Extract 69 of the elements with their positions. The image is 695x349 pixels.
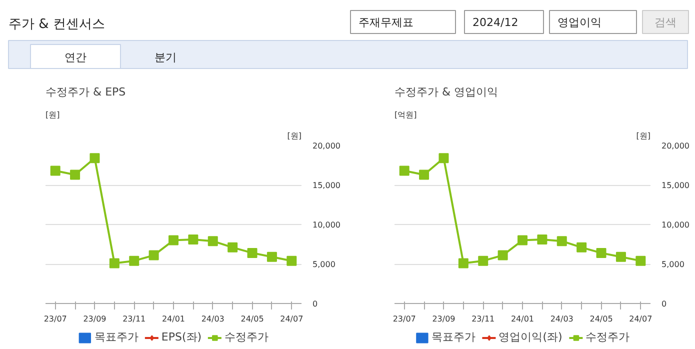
point [537,234,548,245]
x-tick-label: 23/11 [122,314,146,324]
x-tick-label: 23/07 [392,314,416,324]
y2-tick-label: 20,000 [662,142,690,150]
x-tick-label: 23/11 [472,314,495,324]
point [168,235,178,246]
chart-title: 수정주가 & 영업이익 [394,86,498,98]
point [70,170,80,180]
point [419,170,430,180]
point [399,166,410,176]
text: 연간 [64,51,86,64]
x-tick-label: 24/05 [240,314,264,324]
x-tick-label: 24/07 [629,314,652,324]
x-tick-label: 23/09 [432,314,456,324]
chart-title: 수정주가 & EPS [46,86,126,98]
y-axis-title: [원] [46,110,60,120]
point [266,252,277,262]
text: 2024/12 [472,16,518,29]
legend-label: 수정주가 [585,330,630,344]
point [596,248,606,258]
y2-axis-title: [원] [636,132,651,140]
point [228,242,238,252]
point [50,166,60,176]
x-tick-label: 24/03 [201,314,224,324]
y2-tick-label: 15,000 [312,181,340,190]
text: 주재무제표 [358,16,414,29]
point [556,236,567,246]
x-tick-label: 24/05 [590,314,613,324]
legend-label: 목표주가 [94,330,138,344]
legend-label: 목표주가 [432,330,476,344]
x-tick-label: 23/09 [83,314,106,324]
y2-tick-label: 10,000 [662,220,690,230]
point [247,248,258,258]
point [498,250,508,260]
text: 영업이익 [558,16,602,29]
y-axis-title: [억원] [394,110,417,120]
legend-label: 영업이익(좌) [498,330,562,344]
point [188,234,198,245]
text: 검색 [654,16,676,29]
point [208,236,218,246]
point [478,256,488,266]
y2-tick-label: 5,000 [662,260,684,269]
point [90,153,100,164]
point [636,256,646,266]
y2-tick-label: 5,000 [312,260,336,269]
point [148,250,159,260]
point [616,252,626,262]
y2-tick-label: 15,000 [662,181,690,190]
point [458,258,468,268]
point [129,256,140,266]
x-tick-label: 23/07 [44,314,67,324]
point [109,258,120,268]
text: 주가 & 컨센서스 [8,17,105,32]
text: 분기 [154,51,176,64]
point [518,235,528,246]
y2-tick-label: 20,000 [312,142,340,150]
point [286,256,297,266]
x-tick-label: 24/03 [550,314,574,324]
y2-tick-label: 0 [662,300,667,308]
y2-tick-label: 0 [312,300,318,308]
legend-label: EPS(좌) [161,330,202,344]
legend-label: 수정주가 [224,330,269,344]
point [438,153,449,164]
x-tick-label: 24/01 [510,314,534,324]
point [576,242,587,252]
x-tick-label: 24/01 [162,314,186,324]
y2-tick-label: 10,000 [312,220,340,230]
y2-axis-title: [원] [287,132,302,140]
x-tick-label: 24/07 [280,314,304,324]
